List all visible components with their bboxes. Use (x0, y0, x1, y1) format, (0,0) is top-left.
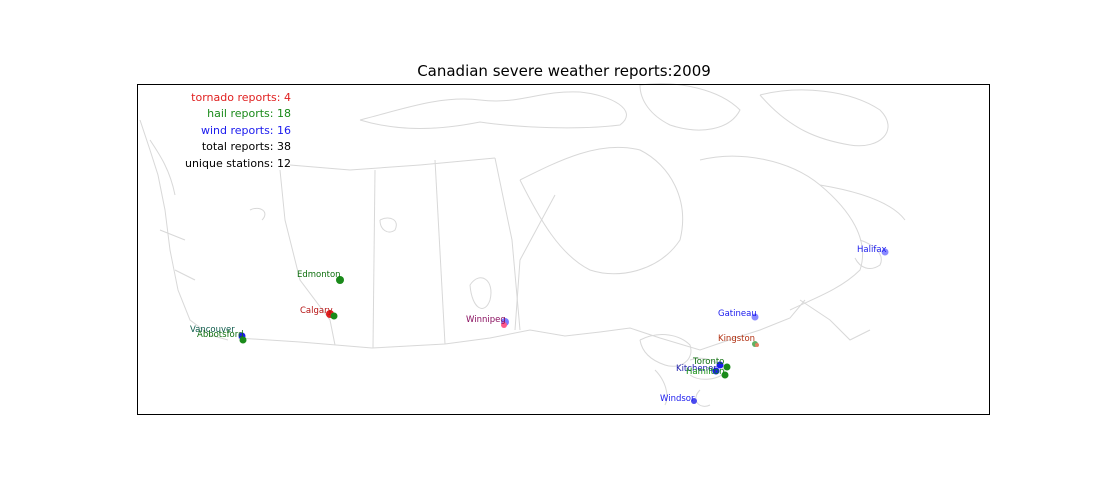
map-frame (137, 84, 990, 415)
city-label-calgary: Calgary (300, 306, 333, 316)
city-label-abbotsford: Abbotsford (197, 330, 244, 340)
marker-tornado (501, 322, 507, 328)
legend-total: total reports: 38 (202, 140, 291, 153)
marker-hail (336, 276, 344, 284)
legend-hail: hail reports: 18 (207, 107, 291, 120)
city-label-kitchener: Kitchener (676, 364, 717, 374)
marker-hail (721, 371, 729, 379)
city-label-toronto: Toronto (692, 357, 724, 367)
marker-wind (716, 361, 724, 369)
city-labels: Edmonton Calgary Vancouver Abbotsford Wi… (190, 245, 887, 404)
city-label-gatineau: Gatineau (718, 309, 757, 319)
marker-hail (330, 312, 338, 320)
marker-wind (881, 248, 889, 256)
city-label-vancouver: Vancouver (190, 325, 235, 335)
legend-stations: unique stations: 12 (185, 157, 291, 170)
city-label-edmonton: Edmonton (297, 270, 341, 280)
marker-hail (723, 363, 731, 371)
city-label-hamilton: Hamilton (686, 367, 725, 377)
city-label-kingston: Kingston (718, 334, 755, 344)
marker-wind (691, 398, 697, 404)
report-legend: tornado reports: 4 hail reports: 18 wind… (185, 91, 291, 170)
basemap (139, 83, 906, 407)
marker-tornado (755, 343, 759, 347)
city-label-winnipeg: Winnipeg (466, 315, 506, 325)
marker-wind (712, 367, 720, 375)
marker-wind (751, 313, 759, 321)
legend-wind: wind reports: 16 (201, 124, 291, 137)
city-label-halifax: Halifax (857, 245, 887, 255)
station-markers (238, 248, 889, 404)
marker-hail (239, 336, 247, 344)
legend-tornado: tornado reports: 4 (191, 91, 291, 104)
city-label-windsor: Windsor (660, 394, 695, 404)
map-title: Canadian severe weather reports:2009 (417, 62, 711, 80)
